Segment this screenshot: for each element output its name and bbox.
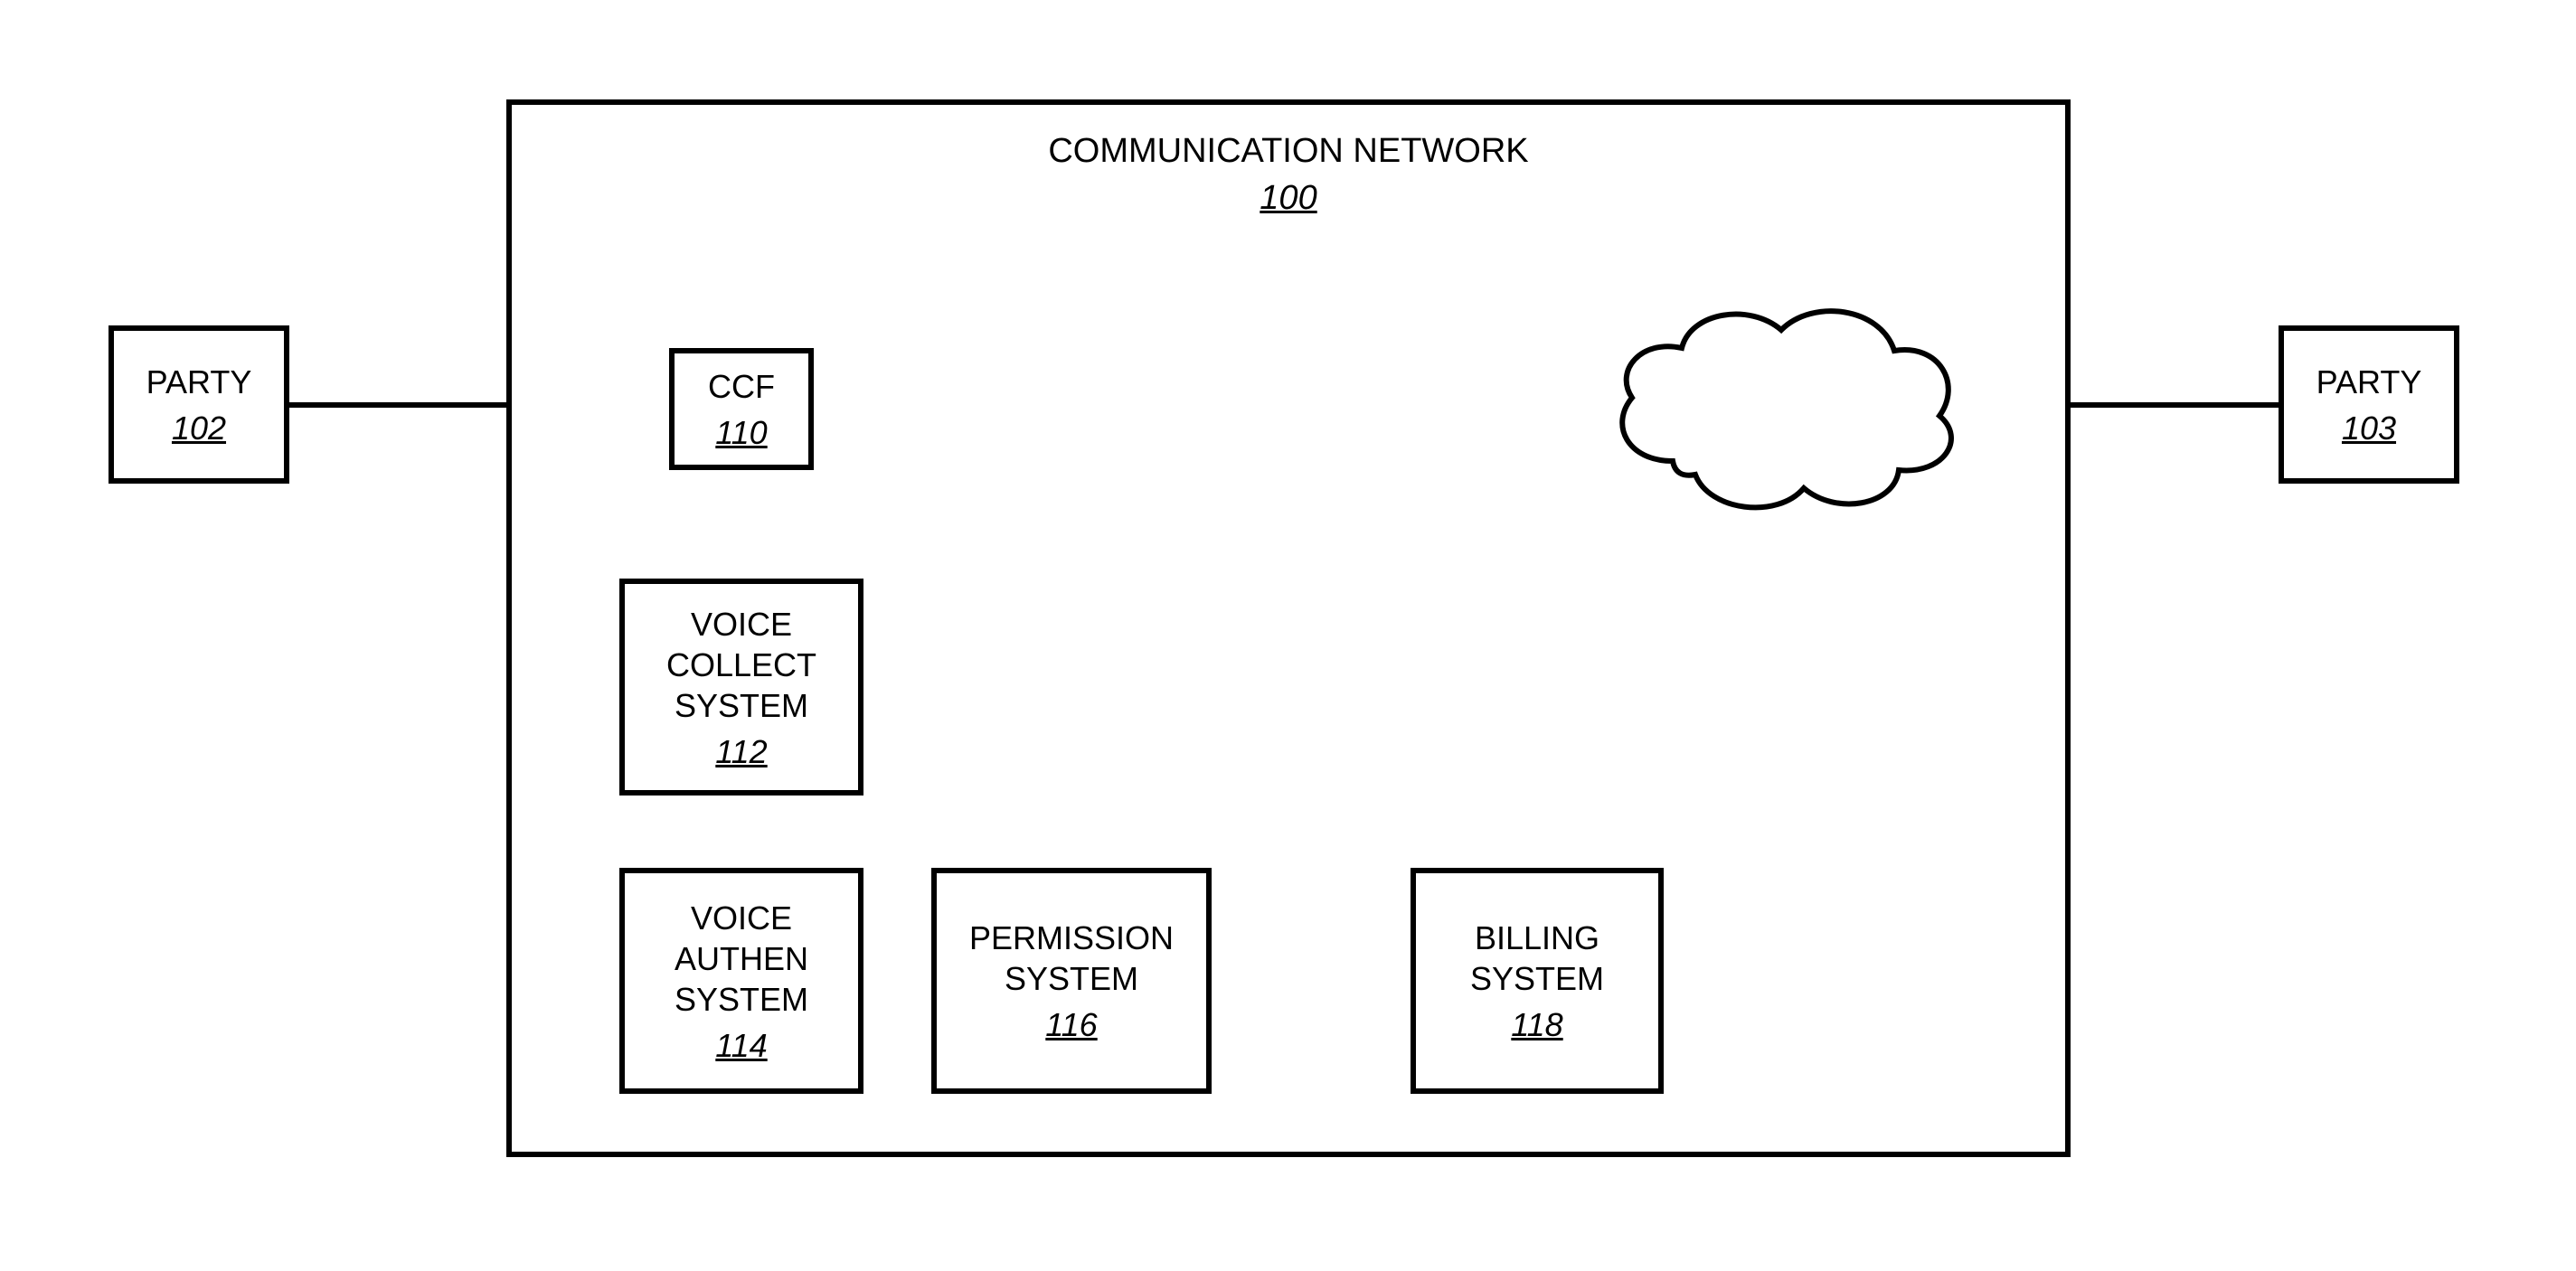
voice-collect-number: 112 (715, 733, 767, 771)
party-right-number: 103 (2342, 410, 2396, 447)
permission-box: PERMISSION SYSTEM 116 (931, 868, 1212, 1094)
permission-number: 116 (1045, 1006, 1097, 1044)
voice-authen-number: 114 (715, 1027, 767, 1065)
diagram-container: COMMUNICATION NETWORK 100 PARTY 102 PART… (0, 0, 2576, 1271)
ccf-box: CCF 110 (669, 348, 814, 470)
network-title: COMMUNICATION NETWORK (1048, 132, 1528, 171)
cloud-icon (1591, 280, 1971, 533)
voice-collect-label: VOICE COLLECT SYSTEM (666, 604, 816, 726)
party-right-box: PARTY 103 (2279, 325, 2459, 484)
party-left-number: 102 (172, 410, 226, 447)
voice-authen-box: VOICE AUTHEN SYSTEM 114 (619, 868, 863, 1094)
ccf-label: CCF (708, 366, 775, 407)
billing-box: BILLING SYSTEM 118 (1411, 868, 1664, 1094)
party-left-box: PARTY 102 (109, 325, 289, 484)
permission-label: PERMISSION SYSTEM (969, 918, 1174, 999)
party-left-label: PARTY (146, 362, 252, 402)
billing-label: BILLING SYSTEM (1470, 918, 1604, 999)
voice-collect-box: VOICE COLLECT SYSTEM 112 (619, 579, 863, 796)
ccf-number: 110 (715, 414, 767, 452)
billing-number: 118 (1511, 1006, 1562, 1044)
voice-authen-label: VOICE AUTHEN SYSTEM (675, 898, 808, 1020)
network-number: 100 (1260, 179, 1316, 218)
party-right-label: PARTY (2317, 362, 2422, 402)
